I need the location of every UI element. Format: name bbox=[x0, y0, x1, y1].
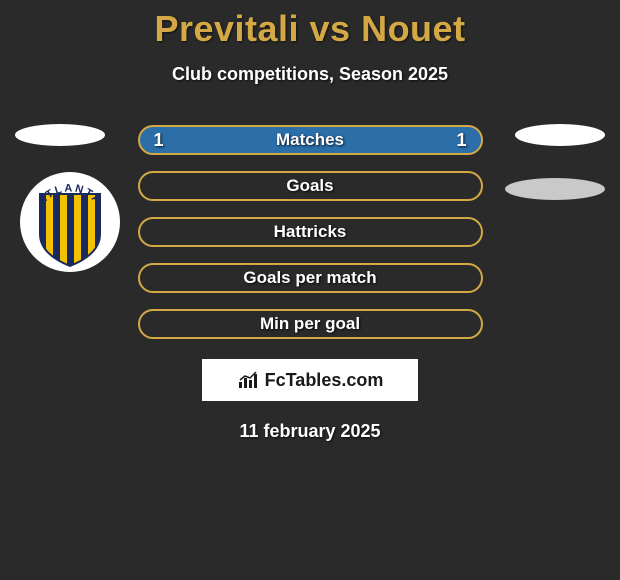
chart-icon bbox=[237, 370, 261, 390]
stat-row-goals: Goals bbox=[138, 171, 483, 201]
stat-label: Matches bbox=[276, 130, 344, 150]
stat-bar: 1 Matches 1 bbox=[138, 125, 483, 155]
brand-badge: FcTables.com bbox=[202, 359, 418, 401]
brand-text: FcTables.com bbox=[265, 370, 384, 391]
stat-label: Hattricks bbox=[274, 222, 347, 242]
page-subtitle: Club competitions, Season 2025 bbox=[0, 64, 620, 85]
stat-row-min-per-goal: Min per goal bbox=[138, 309, 483, 339]
stat-bar: Goals per match bbox=[138, 263, 483, 293]
stat-right-value: 1 bbox=[456, 130, 466, 151]
date-label: 11 february 2025 bbox=[0, 421, 620, 442]
stat-bar: Min per goal bbox=[138, 309, 483, 339]
stat-bar: Goals bbox=[138, 171, 483, 201]
stat-row-hattricks: Hattricks bbox=[138, 217, 483, 247]
stat-label: Goals per match bbox=[243, 268, 376, 288]
stat-left-value: 1 bbox=[154, 130, 164, 151]
comparison-card: Previtali vs Nouet Club competitions, Se… bbox=[0, 0, 620, 442]
stat-row-goals-per-match: Goals per match bbox=[138, 263, 483, 293]
page-title: Previtali vs Nouet bbox=[0, 0, 620, 50]
stat-label: Min per goal bbox=[260, 314, 360, 334]
stat-bar: Hattricks bbox=[138, 217, 483, 247]
stat-row-matches: 1 Matches 1 bbox=[138, 125, 483, 155]
stat-label: Goals bbox=[286, 176, 333, 196]
stats-list: 1 Matches 1 Goals Hattricks Goals per ma… bbox=[0, 125, 620, 339]
